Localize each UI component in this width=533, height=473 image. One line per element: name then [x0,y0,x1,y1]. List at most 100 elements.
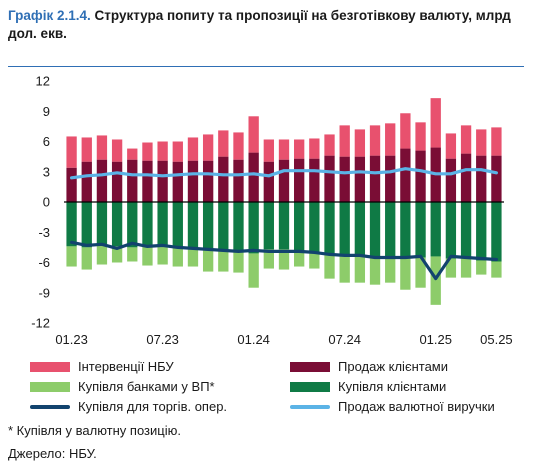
bar-purchases-clients [96,202,108,246]
legend-swatch [30,405,70,409]
bar-interventions [354,129,366,157]
bar-interventions [476,129,487,156]
legend-label: Купівля банками у ВП* [78,379,215,394]
bar-interventions [324,134,335,156]
bar-sales-clients [127,159,138,202]
bar-sales-clients [460,153,472,202]
bar-interventions [233,132,244,160]
bar-sales-clients [66,167,77,202]
y-tick-label: 6 [43,134,50,149]
legend-label: Продаж клієнтами [338,359,448,374]
bar-purchases-banks [294,252,305,267]
x-tick-label: 05.25 [480,332,513,347]
bar-interventions [278,139,290,160]
bar-sales-clients [157,160,168,202]
bar-sales-clients [202,160,214,202]
x-tick-label: 07.24 [328,332,361,347]
bar-purchases-clients [339,202,350,256]
bar-purchases-clients [111,202,123,247]
bar-purchases-banks [233,250,244,273]
bar-interventions [111,139,123,162]
x-tick-label: 01.25 [419,332,452,347]
bar-purchases-clients [233,202,244,251]
bar-sales-clients [445,158,457,202]
bar-sales-clients [187,160,199,202]
bar-interventions [66,136,77,168]
bar-interventions [172,141,183,162]
bar-purchases-clients [263,202,274,250]
legend-label: Купівля для торгів. опер. [78,399,228,414]
bar-purchases-clients [324,202,335,255]
bar-purchases-banks [248,253,259,288]
bar-purchases-banks [66,246,77,267]
y-tick-label: 3 [43,164,50,179]
legend-label: Інтервенції НБУ [78,359,174,374]
bar-sales-clients [415,150,426,202]
bar-purchases-banks [157,246,168,265]
bar-purchases-banks [172,248,183,267]
bar-interventions [430,98,441,148]
bar-sales-clients [81,161,92,202]
bar-purchases-clients [157,202,168,247]
source-note: Джерело: НБУ. [8,446,97,461]
bar-purchases-clients [81,202,92,248]
bar-interventions [218,130,229,157]
y-tick-label: -12 [31,316,50,331]
bar-interventions [460,125,472,154]
bar-purchases-clients [460,202,472,258]
bar-interventions [127,148,138,160]
bar-sales-clients [369,155,381,202]
x-tick-label: 07.23 [146,332,179,347]
legend-swatch [290,405,330,409]
bar-sales-clients [476,155,487,202]
bar-purchases-clients [385,202,396,258]
legend-swatch [290,362,330,372]
legend-swatch [290,382,330,392]
bar-purchases-clients [354,202,366,256]
bar-purchases-clients [476,202,487,261]
bar-interventions [157,141,168,161]
bar-sales-clients [309,158,320,202]
bar-sales-clients [400,148,411,202]
bar-sales-clients [324,155,335,202]
bar-purchases-clients [187,202,199,249]
bar-sales-clients [233,159,244,202]
bar-sales-clients [491,155,502,202]
bar-interventions [339,125,350,157]
bar-sales-clients [111,161,123,202]
bar-purchases-banks [142,246,153,266]
bar-purchases-banks [339,255,350,283]
bar-purchases-banks [202,248,214,272]
bar-purchases-banks [324,254,335,279]
bar-interventions [294,139,305,159]
bar-interventions [491,127,502,156]
bar-sales-clients [354,156,366,202]
bar-purchases-banks [476,260,487,275]
bar-purchases-clients [430,202,441,257]
bar-sales-clients [96,159,108,202]
bar-sales-clients [218,156,229,202]
bar-purchases-clients [369,202,381,258]
bar-purchases-banks [400,257,411,290]
bar-purchases-clients [415,202,426,258]
bar-purchases-banks [263,249,274,269]
bar-interventions [263,139,274,162]
bar-purchases-banks [111,246,123,263]
y-tick-label: 0 [43,195,50,210]
x-tick-label: 01.23 [55,332,88,347]
bar-purchases-clients [491,202,502,262]
bar-purchases-banks [460,257,472,278]
y-tick-label: -9 [38,285,50,300]
y-tick-label: -3 [38,225,50,240]
bar-purchases-banks [445,258,457,278]
chart-plot: 12 9 6 3 0 -3 -6 -9 -12 01.23 07.23 01.24 07.24 01.25… [31,74,513,348]
bar-purchases-clients [172,202,183,249]
bar-purchases-banks [127,247,138,262]
chart-title: Графік 2.1.4. Структура попиту та пропоз… [8,7,526,43]
bar-purchases-banks [187,248,199,267]
bar-sales-clients [172,161,183,202]
y-tick-label: 9 [43,104,50,119]
bar-purchases-clients [294,202,305,253]
line-trade-purchases [69,240,498,281]
bar-purchases-clients [400,202,411,258]
